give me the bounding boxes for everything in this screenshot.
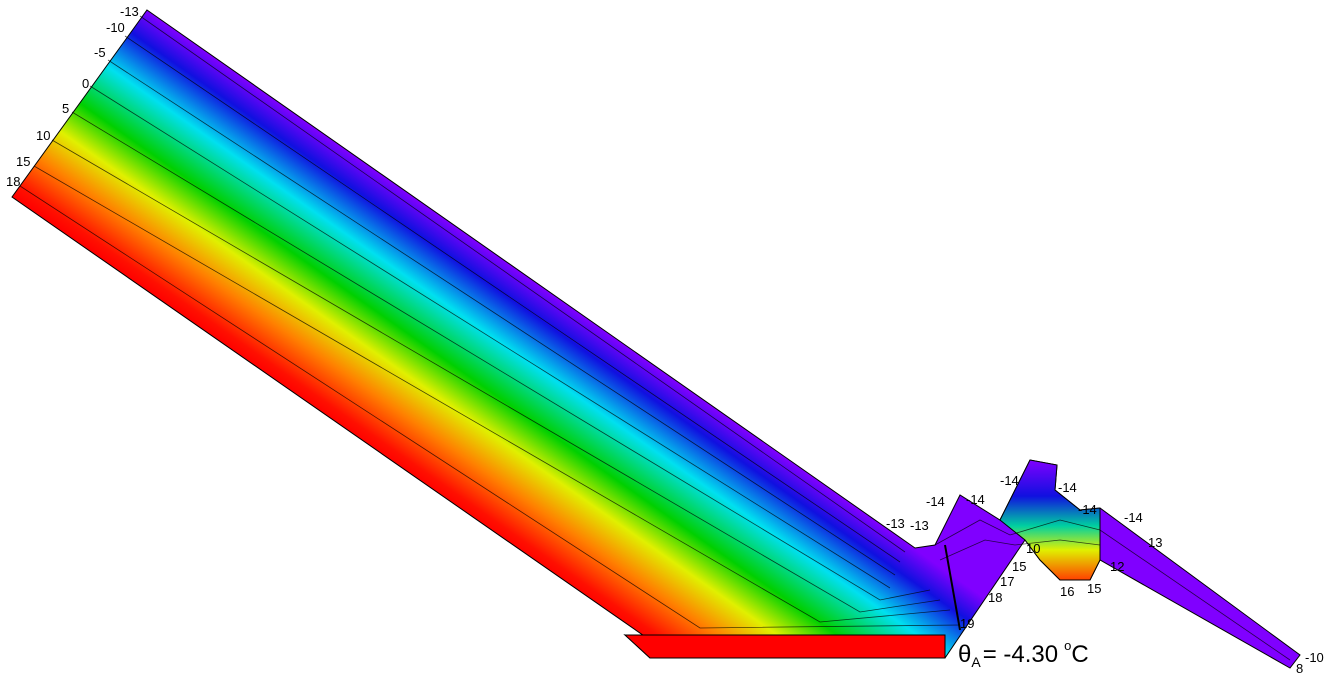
isotherm-label: -13 [886, 516, 905, 531]
isotherm-plot: -13-10-505101518-13-13-14-14-14-14-14-14… [0, 0, 1342, 677]
isotherm-label: 19 [960, 616, 974, 631]
result-degree: o [1064, 638, 1071, 653]
isotherm-label: 18 [6, 174, 20, 189]
result-value: = -4.30 [983, 641, 1058, 668]
isotherm-label: 13 [1148, 535, 1162, 550]
result-unit: C [1071, 641, 1088, 668]
isotherm-label: -14 [1000, 473, 1019, 488]
isotherm-label: 15 [16, 154, 30, 169]
base-strip [625, 635, 945, 658]
roof-slab [12, 10, 1300, 668]
isotherm-label: -14 [926, 494, 945, 509]
isotherm-label: -14 [966, 492, 985, 507]
isotherm-label: -14 [1124, 510, 1143, 525]
isotherm-label: 12 [1110, 559, 1124, 574]
isotherm-label: -10 [106, 20, 125, 35]
isotherm-label: -13 [120, 4, 139, 19]
isotherm-label: 5 [62, 101, 69, 116]
result-label: θA= -4.30 oC [958, 638, 1089, 670]
isotherm-label: 10 [1026, 541, 1040, 556]
isotherm-label: 8 [1296, 661, 1303, 676]
isotherm-label: -14 [1078, 502, 1097, 517]
isotherm-label: -10 [1305, 650, 1324, 665]
isotherm-label: 17 [1000, 574, 1014, 589]
isotherm-label: -13 [910, 518, 929, 533]
isotherm-label: 15 [1012, 559, 1026, 574]
result-subscript: A [971, 654, 981, 670]
isotherm-label: 15 [1087, 581, 1101, 596]
section [12, 10, 1300, 668]
isotherm-label: 18 [988, 590, 1002, 605]
isotherm-label: -14 [1058, 480, 1077, 495]
result-symbol: θ [958, 641, 971, 668]
isotherm-label: 10 [36, 128, 50, 143]
isotherm-label: 16 [1060, 584, 1074, 599]
isotherm-label: -5 [94, 45, 106, 60]
isotherm-label: 0 [82, 76, 89, 91]
